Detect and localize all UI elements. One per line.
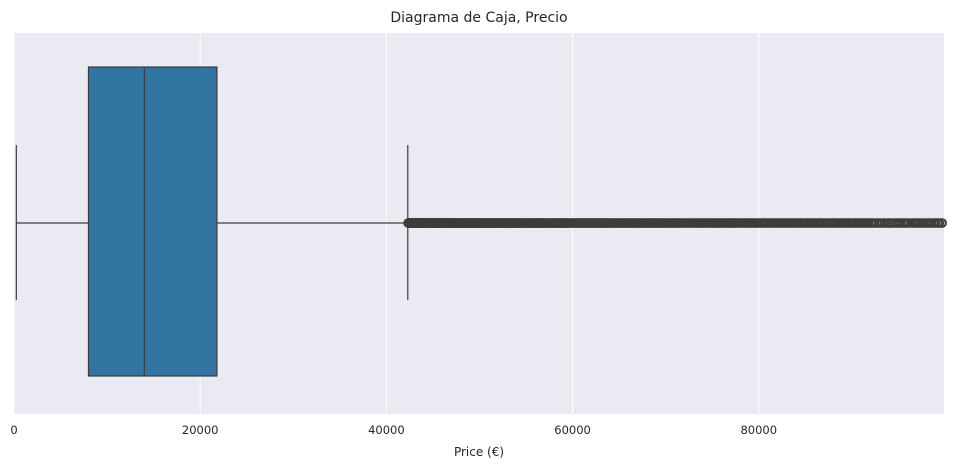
- x-axis-label: Price (€): [454, 445, 504, 459]
- outlier-point: [937, 218, 948, 228]
- x-tick-label: 80000: [740, 423, 777, 437]
- x-tick-label: 0: [10, 423, 17, 437]
- chart-title: Diagrama de Caja, Precio: [390, 10, 567, 26]
- x-tick-label: 60000: [554, 423, 591, 437]
- x-tick-label: 20000: [182, 423, 219, 437]
- x-axis-ticks: 0 20000 40000 60000 80000: [10, 423, 777, 437]
- x-tick-label: 40000: [368, 423, 405, 437]
- iqr-box: [87, 66, 218, 377]
- outlier-points: [403, 218, 948, 228]
